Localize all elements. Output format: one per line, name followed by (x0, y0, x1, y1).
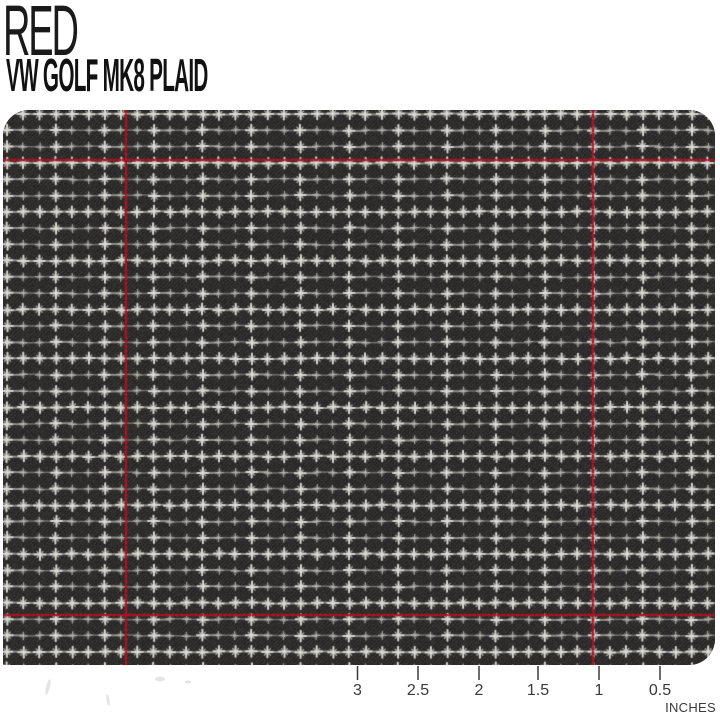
svg-text:0.5: 0.5 (649, 682, 671, 699)
svg-text:1.5: 1.5 (527, 682, 549, 699)
svg-text:2.5: 2.5 (407, 682, 429, 699)
svg-text:INCHES: INCHES (665, 700, 716, 715)
svg-text:3: 3 (353, 682, 362, 699)
svg-text:1: 1 (595, 682, 604, 699)
svg-text:2: 2 (475, 682, 484, 699)
